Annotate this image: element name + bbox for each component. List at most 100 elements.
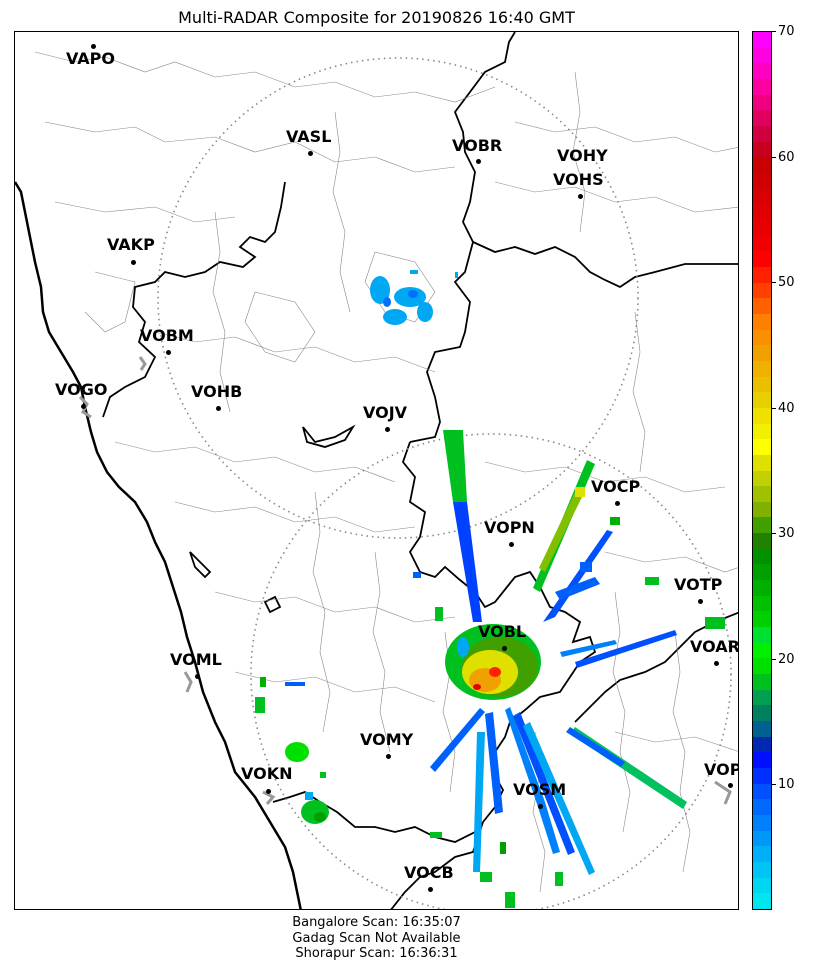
airport-dot (91, 44, 96, 49)
colorbar-segment (753, 861, 771, 877)
airport-label: VOML (170, 652, 222, 668)
colorbar-segment (753, 63, 771, 79)
coastline (15, 182, 301, 910)
district-boundaries (35, 52, 739, 892)
colorbar-segment (753, 846, 771, 862)
airport-dot (385, 427, 390, 432)
airport-label: VOJV (363, 405, 407, 421)
airport-dot (216, 406, 221, 411)
colorbar-segment (753, 611, 771, 627)
state-boundary-east (473, 242, 739, 287)
airport-label: VOGO (55, 382, 107, 398)
colorbar-segment (753, 658, 771, 674)
colorbar-segment (753, 642, 771, 658)
airport-label: VAKP (107, 237, 155, 253)
colorbar-segment (753, 125, 771, 141)
colorbar-segment (753, 188, 771, 204)
colorbar-segment (753, 204, 771, 220)
colorbar-segment (753, 407, 771, 423)
airport-label: VOBR (452, 138, 502, 154)
colorbar-segment (753, 266, 771, 282)
airport-label: VOCB (404, 865, 454, 881)
colorbar-segment (753, 705, 771, 721)
colorbar-segment (753, 689, 771, 705)
colorbar-segment (753, 172, 771, 188)
colorbar-segment (753, 470, 771, 486)
airport-label: VOBL (478, 624, 526, 640)
colorbar-segment (753, 392, 771, 408)
colorbar-segment (753, 141, 771, 157)
colorbar-segment (753, 110, 771, 126)
airport-dot (714, 661, 719, 666)
bangalore-scan-text: Bangalore Scan: 16:35:07 (14, 915, 739, 931)
colorbar-tick-label: 50 (772, 276, 795, 289)
gadag-scan-text: Gadag Scan Not Available (14, 931, 739, 947)
colorbar-segment (753, 736, 771, 752)
colorbar-segment (753, 329, 771, 345)
colorbar-segment (753, 251, 771, 267)
colorbar-segment (753, 752, 771, 768)
map-canvas (15, 32, 739, 910)
colorbar-segment (753, 78, 771, 94)
airport-label: VOPN (484, 520, 535, 536)
airport-label: VOMY (360, 732, 413, 748)
airport-label: VOBM (140, 328, 194, 344)
colorbar-segment (753, 219, 771, 235)
colorbar-tick-label: 10 (772, 778, 795, 791)
colorbar-segment (753, 345, 771, 361)
colorbar-segment (753, 298, 771, 314)
colorbar-segment (753, 439, 771, 455)
colorbar-tick-label: 70 (772, 25, 795, 38)
colorbar-segment (753, 580, 771, 596)
colorbar-segment (753, 893, 771, 909)
airport-dot (538, 804, 543, 809)
state-boundary-north (410, 32, 515, 442)
colorbar-segment (753, 877, 771, 893)
airport-label: VOAR (690, 639, 739, 655)
airport-dot (476, 159, 481, 164)
airport-dot (166, 350, 171, 355)
colorbar-segment (753, 830, 771, 846)
airport-dot (195, 674, 200, 679)
colorbar-segment (753, 533, 771, 549)
airport-label: VOHB (191, 384, 242, 400)
colorbar-segment (753, 627, 771, 643)
airport-label: VOSM (513, 782, 566, 798)
airport-dot (509, 542, 514, 547)
colorbar-segment (753, 360, 771, 376)
colorbar-segment (753, 548, 771, 564)
river-loop (190, 552, 210, 577)
colorbar-tick-label: 30 (772, 527, 795, 540)
colorbar-segment (753, 674, 771, 690)
colorbar-segment (753, 157, 771, 173)
colorbar-segment (753, 783, 771, 799)
colorbar-segment (753, 282, 771, 298)
airport-dot (698, 599, 703, 604)
colorbar-segment (753, 564, 771, 580)
airport-label: VOKN (241, 766, 293, 782)
colorbar-tick-label: 60 (772, 151, 795, 164)
colorbar-tick-label: 20 (772, 653, 795, 666)
airport-label: VOTP (674, 577, 722, 593)
airport-dot (578, 194, 583, 199)
airport-label: VOHY (557, 148, 608, 164)
colorbar-segment (753, 517, 771, 533)
colorbar-segment (753, 454, 771, 470)
colorbar-segment (753, 486, 771, 502)
colorbar-segment (753, 720, 771, 736)
airport-dot (502, 646, 507, 651)
airport-dot (728, 783, 733, 788)
goa-boundary (303, 427, 353, 447)
radar-map[interactable]: VAPO VASL VOBR VOHY VOHS VAKP VOBM VOGO … (14, 31, 739, 910)
reflectivity-colorbar (752, 31, 772, 910)
airport-dot (266, 789, 271, 794)
airport-label: VOCP (591, 479, 640, 495)
shorapur-scan-text: Shorapur Scan: 16:36:31 (14, 946, 739, 962)
colorbar-segment (753, 94, 771, 110)
colorbar-segment (753, 313, 771, 329)
colorbar-segment (753, 501, 771, 517)
airport-dot (81, 404, 86, 409)
colorbar-segment (753, 423, 771, 439)
colorbar-segment (753, 31, 771, 47)
airport-dot (615, 501, 620, 506)
